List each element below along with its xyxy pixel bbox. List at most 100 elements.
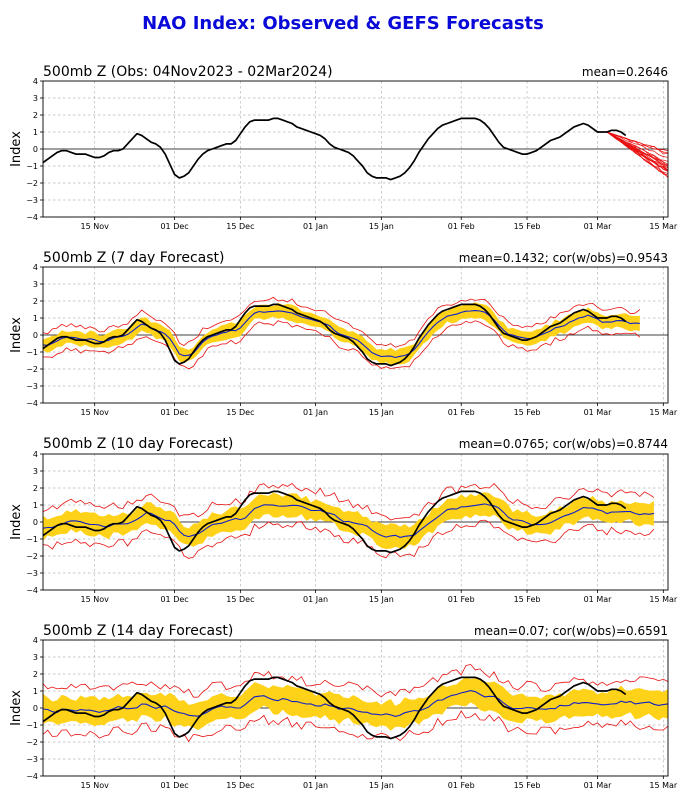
x-tick-label: 15 Nov <box>81 222 110 231</box>
panel-title: 500mb Z (Obs: 04Nov2023 - 02Mar2024) <box>43 64 333 80</box>
ensemble-member-line <box>606 131 668 158</box>
y-tick-label: −1 <box>26 721 38 730</box>
x-tick-label: 15 Jan <box>369 408 394 417</box>
x-tick-label: 01 Feb <box>448 408 475 417</box>
x-tick-label: 01 Jan <box>303 222 328 231</box>
panel-title: 500mb Z (10 day Forecast) <box>43 436 233 452</box>
ensemble-band <box>43 302 640 365</box>
y-tick-label: 1 <box>33 501 38 510</box>
y-tick-label: 0 <box>33 145 38 154</box>
x-tick-label: 15 Dec <box>226 222 254 231</box>
y-tick-label: −2 <box>26 552 38 561</box>
x-tick-label: 15 Mar <box>649 781 678 790</box>
x-tick-label: 01 Feb <box>448 781 475 790</box>
y-tick-label: −4 <box>26 399 38 408</box>
y-tick-label: 4 <box>33 263 38 272</box>
x-tick-label: 01 Feb <box>448 595 475 604</box>
axes-frame <box>42 80 669 218</box>
ensemble-member-line <box>606 131 668 152</box>
y-axis-label: Index <box>9 690 24 726</box>
observed-line <box>43 676 627 740</box>
y-tick-label: −2 <box>26 738 38 747</box>
x-tick-label: 01 Dec <box>160 222 188 231</box>
x-tick-label: 01 Dec <box>160 595 188 604</box>
panel-title: 500mb Z (14 day Forecast) <box>43 623 233 639</box>
x-tick-label: 01 Jan <box>303 595 328 604</box>
x-tick-label: 15 Mar <box>649 222 678 231</box>
ensemble-member-line <box>606 131 668 171</box>
spread-lower-line <box>43 320 641 370</box>
y-tick-label: −3 <box>26 196 38 205</box>
y-tick-label: −3 <box>26 755 38 764</box>
x-tick-label: 15 Dec <box>226 408 254 417</box>
y-tick-label: 3 <box>33 280 38 289</box>
y-tick-label: −4 <box>26 213 38 222</box>
observed-line <box>43 303 627 367</box>
y-tick-label: 2 <box>33 297 38 306</box>
y-tick-label: −1 <box>26 348 38 357</box>
spread-upper-line <box>43 663 668 698</box>
y-tick-label: 3 <box>33 653 38 662</box>
x-tick-label: 01 Mar <box>584 408 613 417</box>
spread-upper-line <box>43 296 641 348</box>
x-tick-label: 15 Feb <box>514 595 541 604</box>
x-tick-label: 15 Dec <box>226 781 254 790</box>
axes-frame <box>42 266 669 404</box>
y-tick-label: 2 <box>33 111 38 120</box>
panel-14-day: 500mb Z (14 day Forecast) mean=0.07; cor… <box>9 623 678 790</box>
x-tick-label: 15 Jan <box>369 222 394 231</box>
observed-line <box>43 490 627 554</box>
ensemble-member-line <box>606 131 668 174</box>
y-tick-label: 0 <box>33 331 38 340</box>
y-tick-label: −3 <box>26 382 38 391</box>
x-tick-label: 15 Nov <box>81 781 110 790</box>
x-tick-label: 15 Nov <box>81 408 110 417</box>
x-tick-label: 15 Feb <box>514 781 541 790</box>
plot-area <box>43 81 668 217</box>
y-tick-label: 4 <box>33 450 38 459</box>
x-tick-label: 15 Mar <box>649 595 678 604</box>
y-tick-label: −2 <box>26 365 38 374</box>
spread-lower-line <box>43 710 668 743</box>
y-tick-label: 1 <box>33 128 38 137</box>
x-tick-label: 15 Nov <box>81 595 110 604</box>
observed-line <box>43 117 627 181</box>
plot-area <box>43 267 668 403</box>
y-tick-label: 3 <box>33 94 38 103</box>
x-tick-label: 15 Feb <box>514 222 541 231</box>
y-tick-label: 2 <box>33 670 38 679</box>
panel-stat: mean=0.1432; cor(w/obs)=0.9543 <box>459 251 668 265</box>
y-axis-label: Index <box>9 317 24 353</box>
y-tick-label: −4 <box>26 586 38 595</box>
x-tick-label: 01 Jan <box>303 408 328 417</box>
y-tick-label: −1 <box>26 162 38 171</box>
plot-area <box>43 640 668 776</box>
y-tick-label: −1 <box>26 535 38 544</box>
y-tick-label: 0 <box>33 518 38 527</box>
panel-observed: 500mb Z (Obs: 04Nov2023 - 02Mar2024) mea… <box>9 64 678 231</box>
y-tick-label: 2 <box>33 484 38 493</box>
panel-7-day: 500mb Z (7 day Forecast) mean=0.1432; co… <box>9 250 678 417</box>
x-tick-label: 15 Jan <box>369 781 394 790</box>
y-tick-label: 1 <box>33 687 38 696</box>
panel-10-day: 500mb Z (10 day Forecast) mean=0.0765; c… <box>9 436 678 604</box>
x-tick-label: 01 Dec <box>160 781 188 790</box>
x-tick-label: 01 Feb <box>448 222 475 231</box>
y-tick-label: −2 <box>26 179 38 188</box>
axes-frame <box>42 639 669 777</box>
panel-title: 500mb Z (7 day Forecast) <box>43 250 224 266</box>
y-tick-label: 1 <box>33 314 38 323</box>
plot-area <box>43 454 668 590</box>
spread-upper-line <box>43 482 655 521</box>
y-tick-label: 4 <box>33 77 38 86</box>
ensemble-member-line <box>606 131 668 165</box>
panel-stat: mean=0.2646 <box>582 65 668 79</box>
x-tick-label: 15 Dec <box>226 595 254 604</box>
y-tick-label: −3 <box>26 569 38 578</box>
axes-frame <box>42 453 669 591</box>
forecast-mean-line <box>43 690 668 717</box>
y-axis-label: Index <box>9 131 24 167</box>
x-tick-label: 15 Jan <box>369 595 394 604</box>
x-tick-label: 01 Mar <box>584 222 613 231</box>
